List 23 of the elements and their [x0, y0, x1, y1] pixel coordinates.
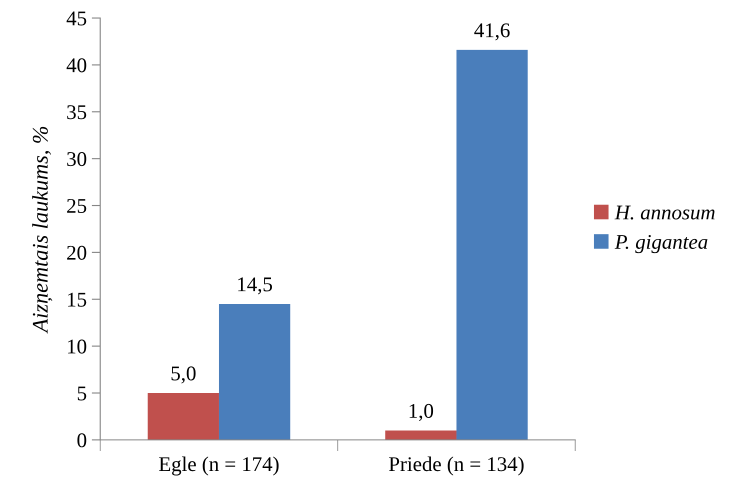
y-tick-label: 35 — [67, 105, 86, 120]
y-tick-label: 45 — [66, 12, 86, 26]
y-tick-label: 5 — [78, 386, 86, 400]
y-tick-label: 10 — [68, 340, 86, 354]
x-tick-label: Priede (n = 134) — [389, 456, 524, 476]
x-tick-label: Egle (n = 174) — [159, 456, 279, 476]
bar — [385, 430, 456, 440]
legend-label: P. gigantea — [614, 234, 708, 254]
y-tick-label: 15 — [68, 292, 86, 307]
y-axis-title: Aizņemtais laukums, % — [32, 126, 52, 334]
bar — [218, 304, 290, 440]
y-tick-label: 25 — [67, 198, 86, 213]
data-label: 1,0 — [410, 404, 434, 421]
legend-label: H. annosum — [614, 206, 715, 220]
bar — [456, 50, 528, 440]
data-label: 5,0 — [172, 366, 196, 384]
bar — [148, 393, 219, 440]
y-tick-label: 0 — [77, 433, 86, 448]
y-tick-label: 20 — [67, 246, 86, 260]
y-tick-label: 30 — [67, 152, 86, 166]
y-tick-label: 40 — [66, 58, 86, 72]
data-label: 41,6 — [474, 23, 510, 40]
data-label: 14,5 — [238, 277, 272, 294]
